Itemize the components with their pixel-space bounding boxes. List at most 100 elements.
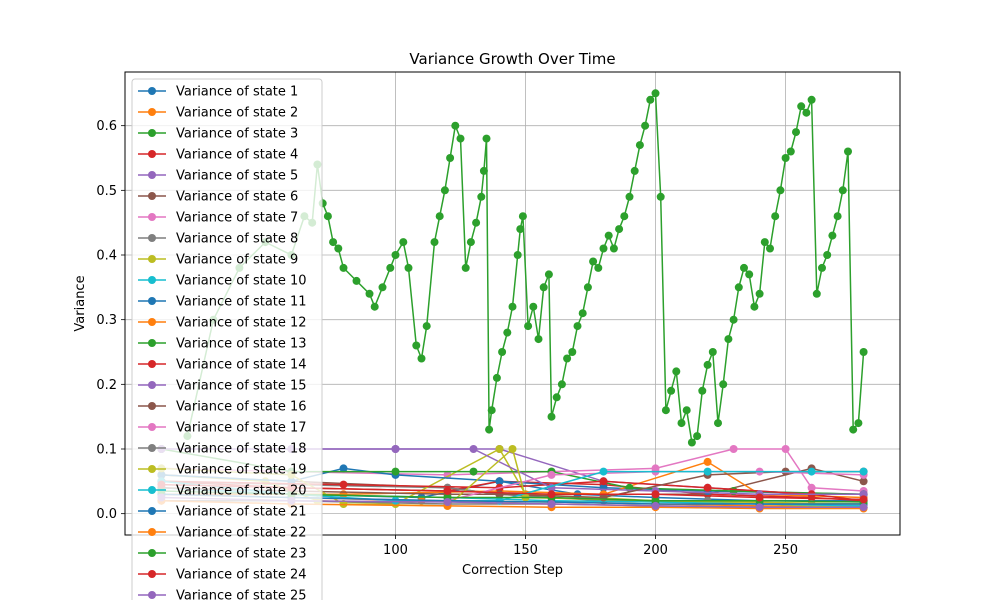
data-point [557, 380, 566, 389]
y-tick-label: 0.3 [96, 313, 117, 328]
data-point [833, 212, 842, 221]
data-point [547, 500, 556, 508]
data-point [446, 154, 455, 162]
legend-label: Variance of state 16 [176, 400, 307, 415]
data-point [539, 283, 548, 292]
data-point [849, 425, 858, 434]
data-point [635, 141, 644, 150]
legend-item: Variance of state 18 [138, 442, 307, 457]
legend-label: Variance of state 4 [176, 148, 298, 163]
data-point [443, 487, 452, 495]
legend-item: Variance of state 23 [138, 547, 307, 562]
data-point [599, 244, 608, 253]
data-point [687, 438, 696, 447]
legend-marker [148, 570, 156, 578]
data-point [818, 263, 826, 272]
data-point [456, 134, 465, 143]
data-point [859, 495, 868, 504]
data-point [740, 263, 748, 272]
data-point [544, 270, 553, 279]
data-point [792, 128, 800, 137]
data-point [334, 244, 343, 253]
legend-item: Variance of state 14 [138, 358, 307, 373]
data-point [599, 477, 608, 486]
legend-item: Variance of state 4 [138, 148, 298, 163]
legend-marker [148, 465, 156, 473]
legend-item: Variance of state 20 [138, 484, 307, 499]
data-point [440, 186, 449, 195]
data-point [667, 386, 676, 395]
legend-item: Variance of state 2 [138, 106, 298, 121]
legend-item: Variance of state 7 [138, 211, 298, 226]
data-point [391, 445, 400, 453]
data-point [807, 483, 816, 492]
data-point [807, 467, 816, 476]
data-point [859, 348, 868, 356]
legend-item: Variance of state 24 [138, 568, 307, 583]
legend-item: Variance of state 6 [138, 190, 298, 205]
data-point [859, 467, 868, 476]
data-point [786, 147, 795, 156]
data-point [352, 276, 361, 285]
legend-marker [148, 129, 156, 137]
series-3 [183, 89, 868, 447]
legend-item: Variance of state 8 [138, 232, 298, 247]
data-point [844, 147, 852, 156]
legend-label: Variance of state 7 [176, 211, 298, 226]
y-tick-label: 0.6 [96, 119, 117, 134]
data-point [703, 360, 712, 369]
data-point [651, 490, 660, 499]
data-point [625, 192, 634, 201]
data-point [412, 341, 421, 350]
data-point [714, 419, 722, 428]
data-point [451, 121, 460, 130]
data-point [391, 251, 400, 259]
legend-item: Variance of state 11 [138, 295, 307, 310]
legend-item: Variance of state 1 [138, 85, 298, 100]
legend-marker [148, 549, 156, 557]
legend-item: Variance of state 15 [138, 379, 307, 394]
legend-marker [148, 402, 156, 410]
data-point [677, 419, 686, 428]
data-point [599, 467, 608, 476]
plot-frame [124, 71, 901, 536]
data-point [703, 467, 712, 476]
data-point [589, 257, 598, 266]
data-point [781, 154, 790, 162]
data-point [583, 283, 592, 292]
legend-label: Variance of state 21 [176, 505, 307, 520]
data-point [755, 289, 764, 298]
legend-label: Variance of state 11 [176, 295, 307, 310]
legend-marker [148, 171, 156, 179]
data-point [781, 445, 790, 453]
data-point [698, 386, 707, 395]
legend-marker [148, 87, 156, 95]
legend-marker [148, 591, 156, 599]
x-tick-label: 150 [513, 543, 538, 558]
legend-item: Variance of state 19 [138, 463, 307, 478]
legend-label: Variance of state 2 [176, 106, 298, 121]
y-axis-label: Variance [73, 275, 88, 331]
legend: Variance of state 1 Variance of state 2 Va… [131, 78, 323, 600]
data-point [672, 367, 681, 376]
legend-label: Variance of state 6 [176, 190, 298, 205]
legend-item: Variance of state 21 [138, 505, 307, 520]
data-point [492, 373, 501, 382]
data-point [472, 218, 481, 227]
data-point [656, 192, 665, 201]
data-point [776, 186, 785, 195]
data-point [547, 470, 556, 479]
data-point [854, 419, 863, 428]
data-point [391, 496, 400, 505]
legend-label: Variance of state 14 [176, 358, 307, 373]
legend-label: Variance of state 15 [176, 379, 307, 394]
data-point [339, 480, 348, 489]
y-tick-label: 0.2 [96, 378, 117, 393]
data-point [807, 95, 816, 104]
legend-label: Variance of state 8 [176, 232, 298, 247]
data-point [417, 354, 426, 363]
legend-label: Variance of state 20 [176, 484, 307, 499]
x-tick-label: 200 [643, 543, 668, 558]
data-point [578, 309, 587, 318]
y-tick-label: 0.4 [96, 249, 117, 264]
